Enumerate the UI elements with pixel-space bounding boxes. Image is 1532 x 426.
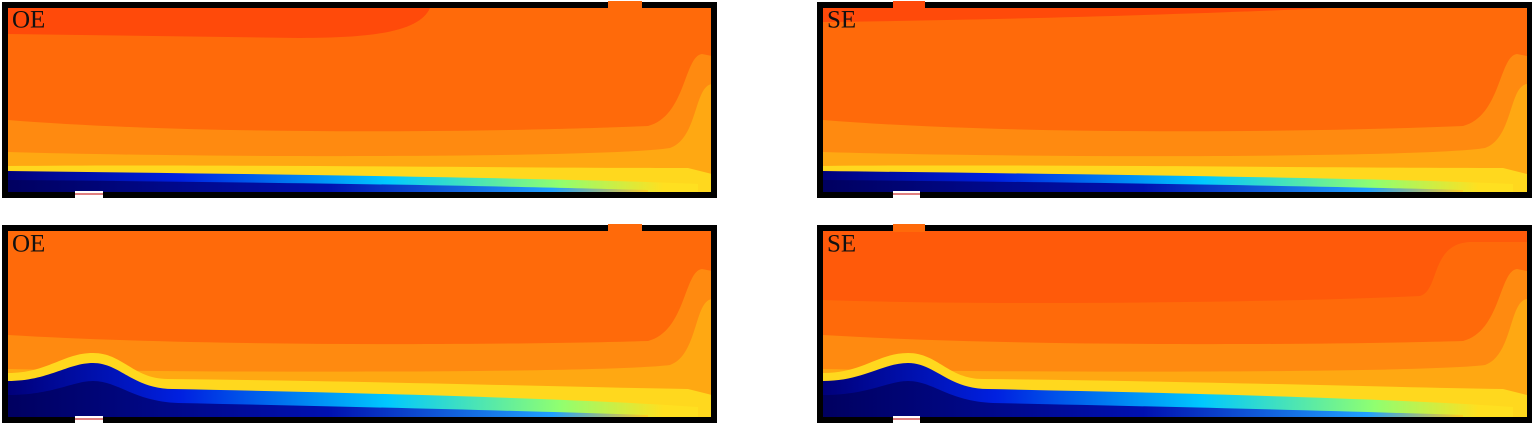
panel-label: OE xyxy=(12,231,45,258)
panel: SE xyxy=(817,224,1532,424)
panel-label: OE xyxy=(12,7,45,34)
panel: OE xyxy=(2,1,717,199)
panel: OE xyxy=(2,224,717,424)
panel-label: SE xyxy=(827,7,856,34)
panel-label: SE xyxy=(827,231,856,258)
panel: SE xyxy=(817,1,1532,199)
